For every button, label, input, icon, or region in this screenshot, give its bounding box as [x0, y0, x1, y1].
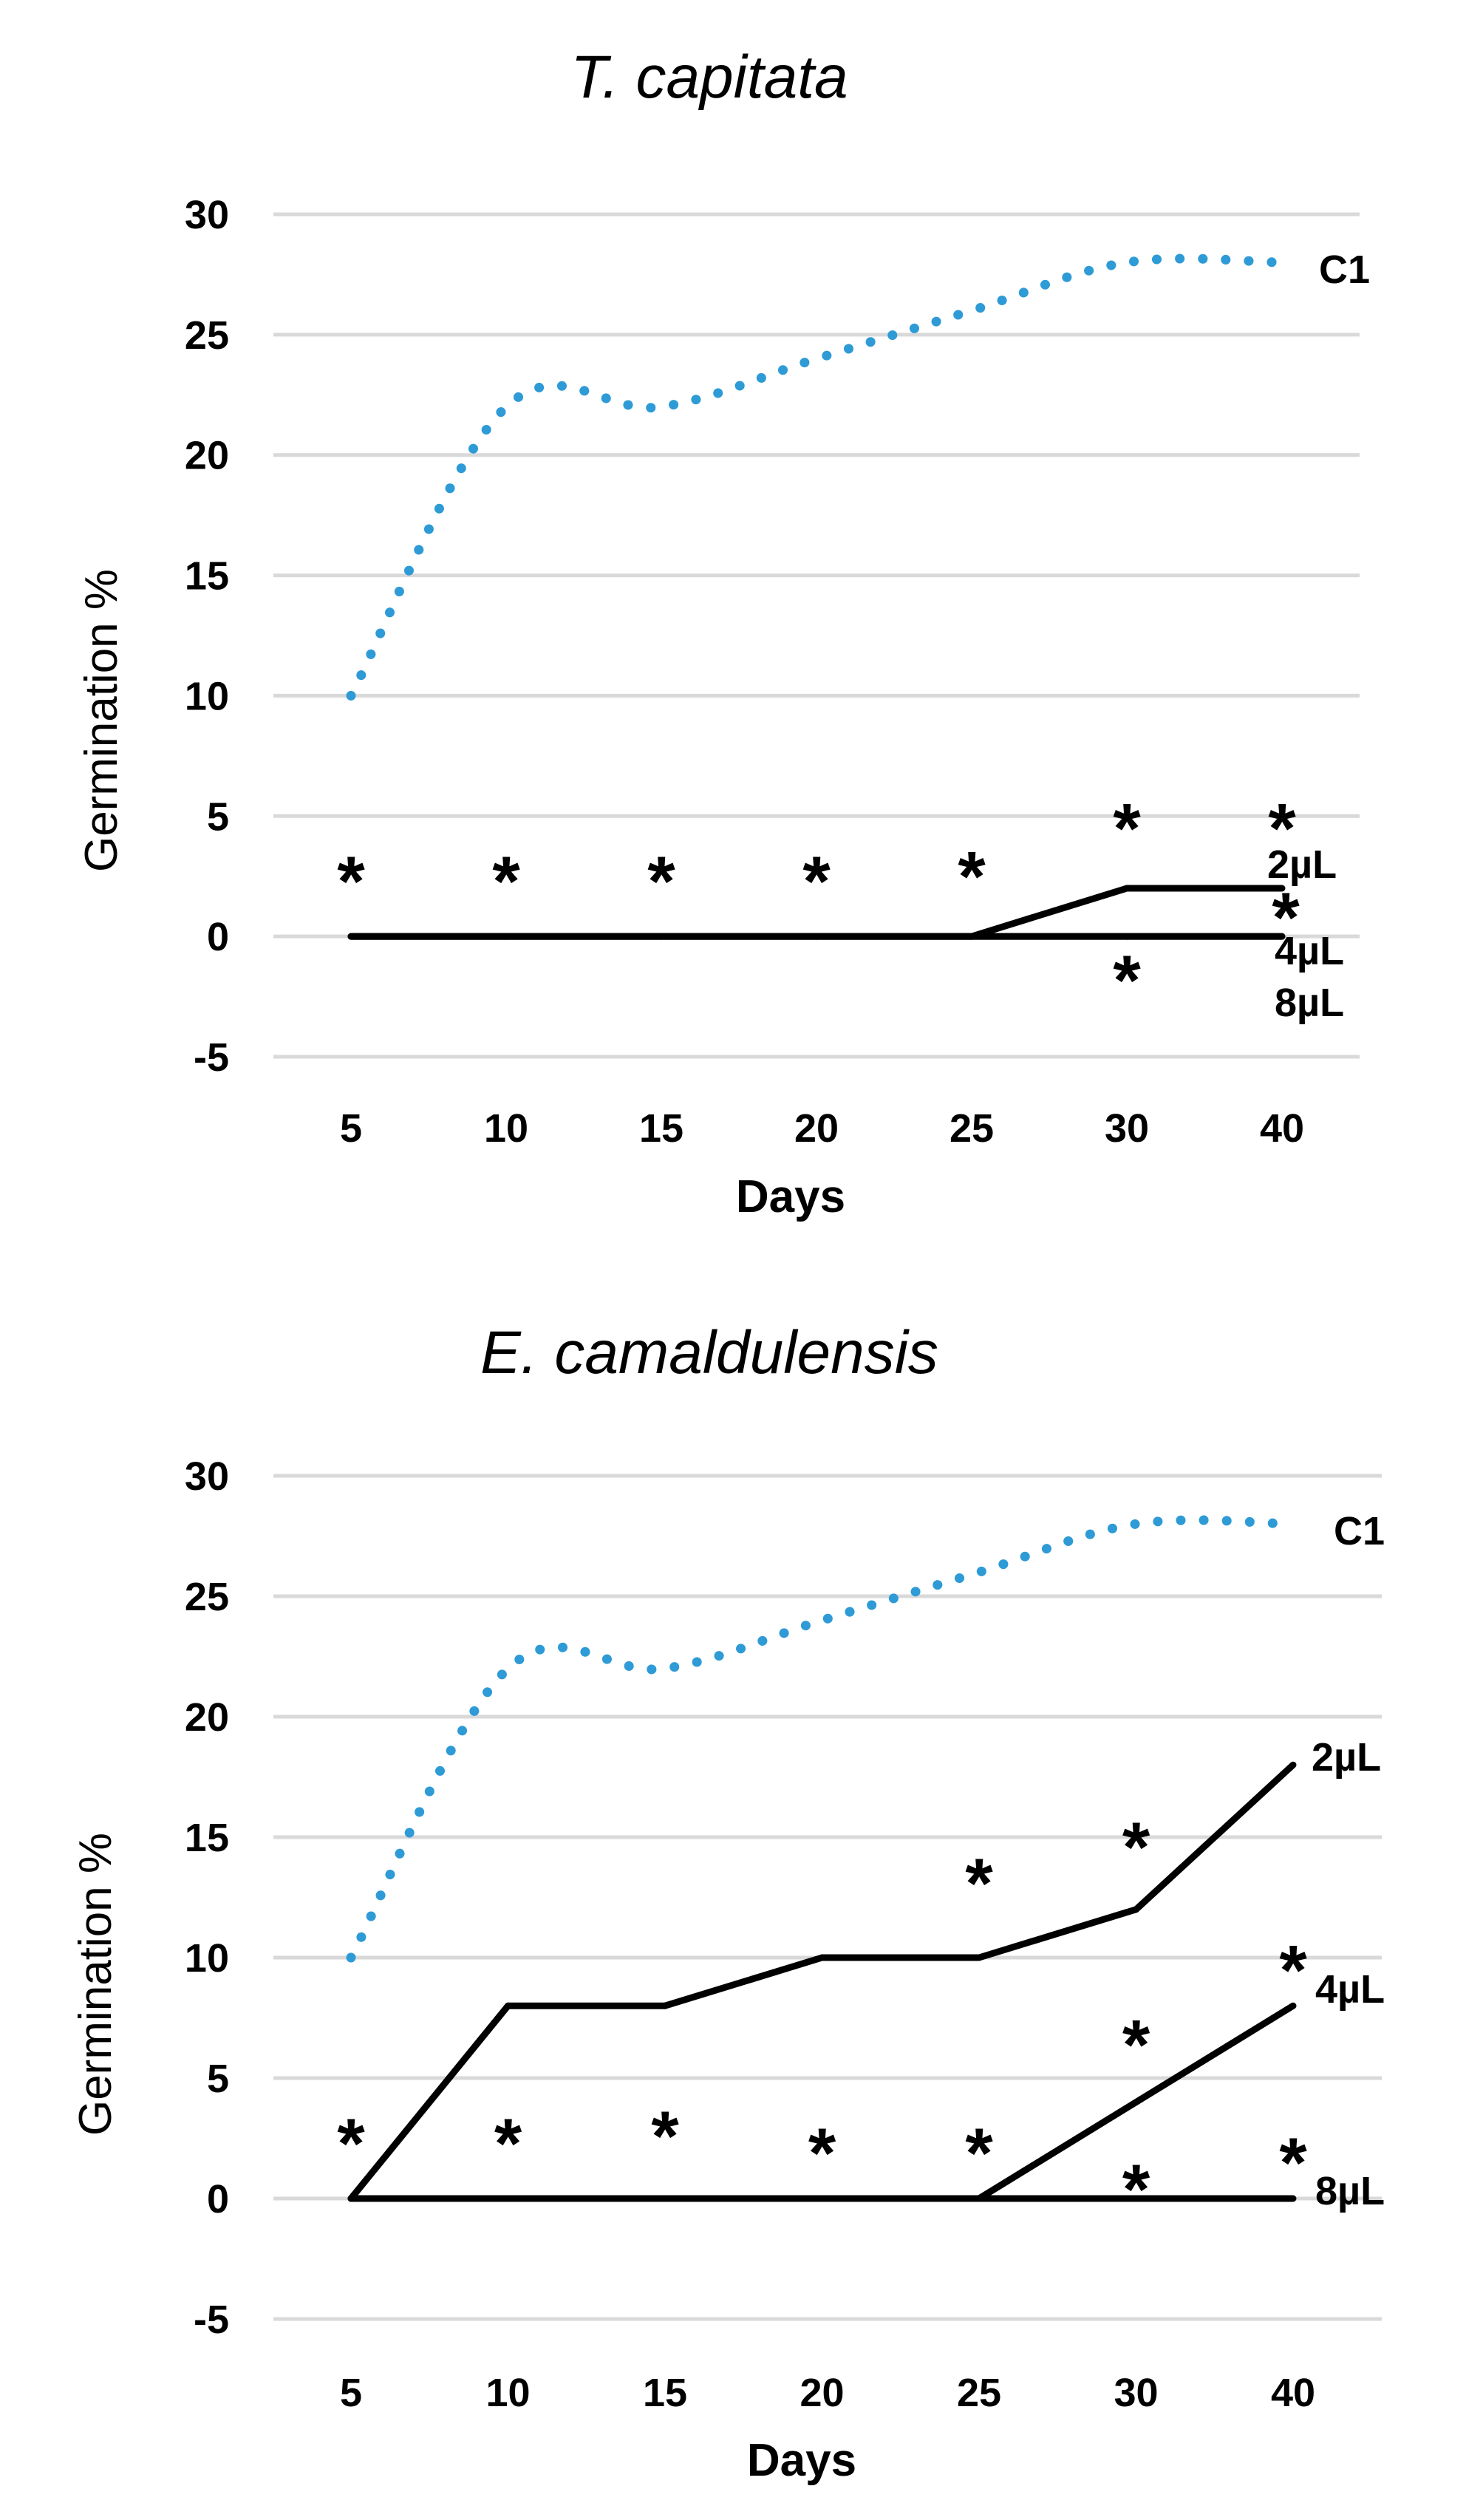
y-tick-label: 0: [207, 915, 229, 959]
x-tick-label: 40: [1271, 2371, 1315, 2415]
x-tick-label: 10: [484, 1106, 528, 1151]
y-tick-label: 20: [185, 434, 229, 478]
y-tick-label: 0: [207, 2177, 229, 2221]
x-axis-label: Days: [747, 2435, 856, 2486]
significance-marker: *: [1272, 879, 1300, 958]
y-tick-label: 10: [185, 674, 229, 718]
significance-marker: *: [647, 842, 675, 922]
y-tick-label: 30: [185, 193, 229, 237]
series-8µL: 8µL: [347, 933, 1344, 1025]
significance-marker: *: [965, 2114, 993, 2193]
x-axis-label: Days: [736, 1171, 845, 1222]
series-label-8µL: 8µL: [1275, 981, 1344, 1025]
series-C1: C1: [346, 1509, 1385, 1963]
significance-marker: *: [494, 2105, 522, 2184]
significance-marker: *: [1122, 2006, 1150, 2085]
x-tick-label: 40: [1260, 1106, 1304, 1151]
series-segment-4µL: [1133, 2002, 1297, 2106]
y-axis-label: Germination %: [76, 569, 127, 872]
series-segment-2µL: [975, 1906, 1139, 1961]
series-label-4µL: 4µL: [1275, 929, 1344, 973]
y-tick-label: 25: [185, 313, 229, 358]
series-label-8µL: 8µL: [1315, 2169, 1385, 2213]
y-tick-label: 15: [185, 1816, 229, 1860]
y-axis-label: Germination %: [70, 1833, 121, 2136]
x-tick-label: 20: [800, 2371, 844, 2415]
x-tick-label: 25: [950, 1106, 994, 1151]
chart-title: T. capitata: [570, 44, 848, 111]
series-label-C1: C1: [1334, 1509, 1385, 1553]
significance-marker: *: [1279, 1931, 1307, 2010]
significance-marker: *: [808, 2114, 836, 2193]
series-line-C1: [346, 1515, 1298, 1963]
series-line-C1: [346, 253, 1287, 701]
series-label-2µL: 2µL: [1267, 842, 1337, 887]
series-label-4µL: 4µL: [1315, 1967, 1385, 2012]
x-tick-label: 15: [643, 2371, 687, 2415]
significance-marker: *: [1268, 789, 1296, 868]
y-tick-label: 20: [185, 1695, 229, 1740]
significance-marker: *: [965, 1844, 993, 1923]
significance-marker: *: [337, 2105, 365, 2184]
series-label-C1: C1: [1319, 248, 1370, 292]
significance-marker: *: [1113, 789, 1141, 868]
series-segment-4µL: [975, 2099, 1139, 2202]
y-tick-label: 5: [207, 2057, 229, 2101]
y-tick-label: 25: [185, 1575, 229, 1619]
x-tick-label: 25: [957, 2371, 1001, 2415]
y-tick-label: -5: [194, 1035, 229, 1080]
series-label-2µL: 2µL: [1312, 1735, 1381, 1780]
significance-marker: *: [958, 837, 986, 916]
y-tick-label: 10: [185, 1936, 229, 1981]
significance-marker: *: [1122, 1808, 1150, 1887]
x-tick-label: 15: [639, 1106, 683, 1151]
significance-marker: *: [1122, 2150, 1150, 2229]
y-tick-label: -5: [194, 2298, 229, 2342]
significance-marker: *: [1113, 941, 1141, 1020]
chart-title: E. camaldulensis: [480, 1319, 938, 1386]
x-tick-label: 30: [1114, 2371, 1158, 2415]
series-segment-2µL: [968, 885, 1131, 940]
series-C1: C1: [346, 248, 1370, 701]
chart-1: T. capitata 30 25 20 15 10 5 0 -5 5 10 15 20 25 30 40 Da…: [76, 44, 1370, 1222]
x-tick-label: 5: [340, 2371, 362, 2415]
significance-marker: *: [492, 842, 520, 922]
significance-marker: *: [1279, 2124, 1307, 2203]
x-tick-label: 30: [1105, 1106, 1149, 1151]
x-tick-label: 5: [340, 1106, 362, 1151]
significance-marker: *: [337, 842, 365, 922]
series-segment-2µL: [1133, 1761, 1297, 1913]
series-8µL: 8µL: [347, 2169, 1385, 2213]
y-tick-label: 30: [185, 1454, 229, 1499]
significance-marker: *: [651, 2097, 679, 2176]
x-tick-label: 20: [794, 1106, 839, 1151]
chart-2: E. camaldulensis 30 25 20 15 10 5 0 -5 5 10 15 20 25 3…: [70, 1319, 1385, 2486]
series-segment-2µL: [661, 1954, 825, 2009]
series-2µL: 2µL: [347, 1735, 1381, 2202]
series-segment-2µL: [347, 2002, 511, 2202]
y-tick-label: 5: [207, 794, 229, 839]
significance-marker: *: [802, 842, 831, 922]
x-tick-label: 10: [485, 2371, 530, 2415]
y-tick-label: 15: [185, 554, 229, 599]
